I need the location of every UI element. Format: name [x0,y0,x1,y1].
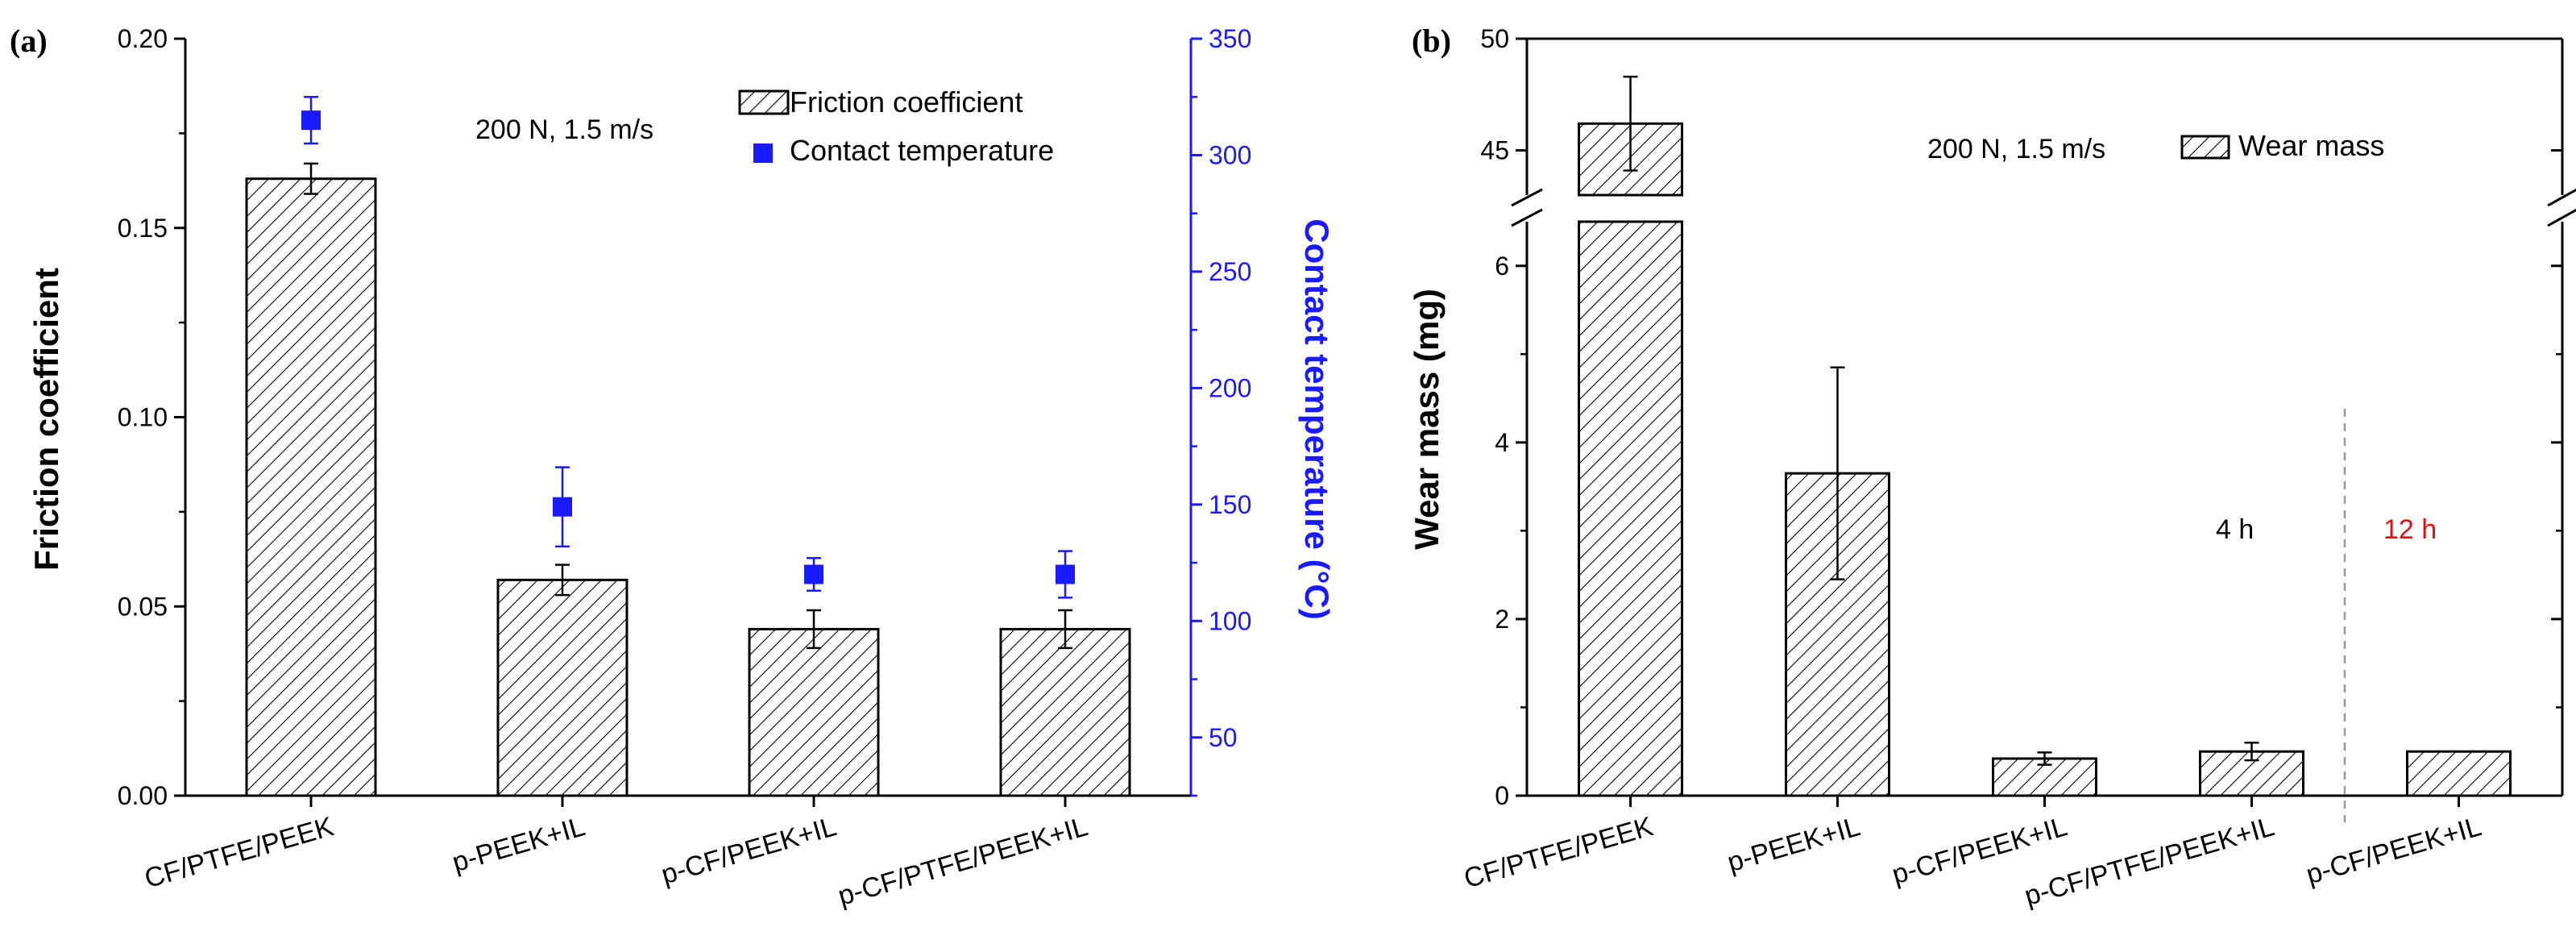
panel-b-label: (b) [1412,23,1451,59]
b-category-labels: CF/PTFE/PEEK p-PEEK+IL p-CF/PEEK+ILp-CF/PT… [1461,796,2485,912]
b-bar [2406,750,2512,797]
b-y-axis-ticks: 0 2 4 6 45 50 [1480,24,2562,810]
b-y-axis-title: Wear mass (mg) [1408,289,1446,550]
a-category-label: p-PEEK+IL [449,811,588,878]
b-condition-annotation: 200 N, 1.5 m/s [1927,134,2105,164]
a-temperature-points [301,95,1075,599]
a-y2-axis-ticks: 50 100 150 200 250 300 350 [1191,24,1251,797]
b-category-label: CF/PTFE/PEEK [1461,811,1657,894]
a-y-tick-label: 0.10 [118,403,168,432]
b-y-tick-label: 2 [1495,605,1509,634]
b-category-label: p-PEEK+IL [1724,811,1864,878]
panel-a-label: (a) [10,23,48,59]
a-y2-axis-title: Contact temperature (°C) [1298,218,1336,620]
b-group-label-4h: 4 h [2216,514,2254,545]
b-axis-break-left [1511,188,1543,227]
b-y-tick-label: 0 [1495,781,1509,810]
a-y2-tick-label: 150 [1209,490,1251,519]
a-y2-tick-label: 50 [1209,723,1238,752]
a-y2-tick-label: 300 [1209,140,1251,169]
b-y-tick-label: 50 [1480,24,1509,53]
a-y2-tick-label: 350 [1209,24,1251,53]
a-bar [748,627,880,797]
a-temp-point [1056,564,1075,584]
b-axis-break-right [2547,188,2576,227]
a-temp-point [301,110,321,131]
a-temp-point [553,497,572,517]
panel-a: (a) 0.00 0.05 0.10 0.15 0.20 50 100 150 200 250 3… [10,23,1336,912]
b-group-label-12h: 12 h [2383,514,2437,545]
a-category-label: CF/PTFE/PEEK [141,811,337,894]
a-temp-point [804,564,823,584]
a-y-tick-label: 0.20 [118,24,168,53]
b-bar-lower-part [1578,220,1683,797]
a-y-tick-label: 0.00 [118,781,168,810]
b-bar-break-gap [1575,197,1686,220]
a-legend-square-marker [753,143,773,163]
a-legend-friction: Friction coefficient [790,85,1023,119]
a-legend-temperature: Contact temperature [790,134,1054,167]
a-legend-bar-swatch [738,89,790,115]
a-y2-tick-label: 200 [1209,373,1251,402]
a-category-label: p-CF/PEEK+IL [657,811,840,890]
a-category-label: p-CF/PTFE/PEEK+IL [835,811,1091,912]
b-y-tick-label: 45 [1480,136,1509,165]
a-category-labels: CF/PTFE/PEEK p-PEEK+IL p-CF/PEEK+ILp-CF/PT… [141,796,1091,912]
a-bar [496,578,628,797]
a-y2-tick-label: 250 [1209,257,1251,286]
a-y-tick-label: 0.05 [118,592,168,621]
a-y2-tick-label: 100 [1209,606,1251,635]
a-y-tick-label: 0.15 [118,214,168,243]
a-bar [245,177,377,797]
b-y-tick-label: 6 [1495,252,1509,281]
a-y-axis-ticks: 0.00 0.05 0.10 0.15 0.20 [118,24,185,810]
b-legend-bar-swatch [2180,135,2230,160]
a-y-axis-title: Friction coefficient [27,268,65,571]
b-category-label: p-CF/PEEK+IL [2303,811,2485,890]
b-legend-wear-mass: Wear mass [2238,129,2384,162]
a-bar [999,627,1131,797]
b-bars [1575,75,2512,797]
b-y-tick-label: 4 [1495,428,1509,457]
a-condition-annotation: 200 N, 1.5 m/s [475,114,653,145]
a-bars [245,162,1131,797]
panel-b: (b) 0 2 4 6 45 50 CF/PTFE/PEEK p-PEEK+IL p-CF/P… [1408,23,2576,912]
